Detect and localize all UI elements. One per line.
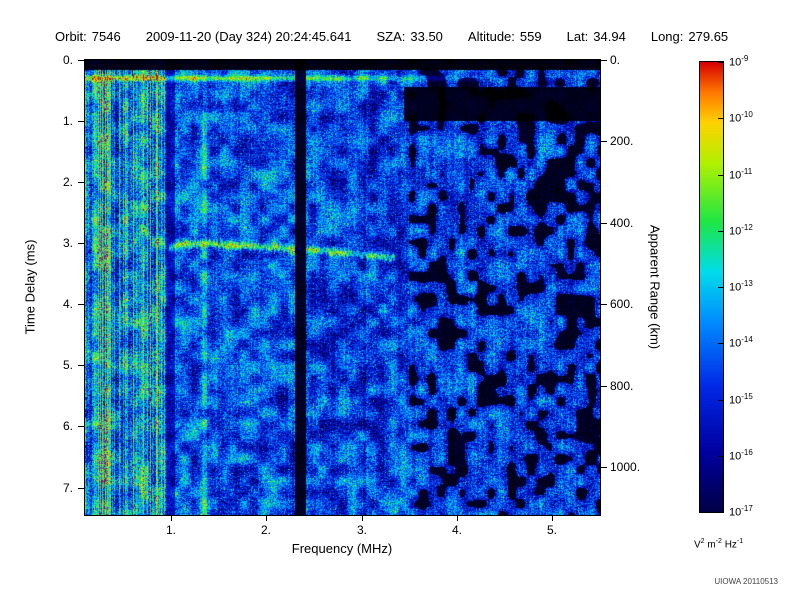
- spectrogram-plot: [84, 59, 601, 516]
- y-axis-tick-label: 1.: [62, 114, 73, 128]
- header-sza-value: 33.50: [410, 29, 443, 44]
- header-altitude: Altitude: 559: [468, 29, 542, 44]
- header-datetime: 2009-11-20 (Day 324) 20:24:45.641: [146, 29, 352, 44]
- y2-axis-tick: [600, 141, 607, 142]
- colorbar-tick-label: 10-12: [729, 223, 753, 238]
- header-orbit: Orbit: 7546: [55, 29, 121, 44]
- header-orbit-value: 7546: [91, 29, 121, 44]
- colorbar-tick-label: 10-14: [729, 335, 753, 350]
- colorbar-tick-label: 10-15: [729, 392, 753, 407]
- y2-axis-tick: [600, 304, 607, 305]
- colorbar-tick-label: 10-9: [729, 54, 749, 69]
- colorbar-tick-label: 10-10: [729, 110, 753, 125]
- y2-axis-tick-label: 200.: [610, 134, 634, 148]
- colorbar-tick-label: 10-16: [729, 448, 753, 463]
- header-datetime-value: 2009-11-20 (Day 324) 20:24:45.641: [145, 29, 352, 44]
- y2-axis-tick-label: 1000.: [610, 460, 641, 474]
- y-axis-tick-label: 3.: [62, 236, 73, 250]
- y2-axis-tick-label: 0.: [610, 53, 621, 67]
- y2-axis-tick: [600, 467, 607, 468]
- y-axis-tick-label: 5.: [62, 358, 73, 372]
- x-axis-tick-label: 2.: [260, 523, 271, 537]
- x-axis-tick-label: 5.: [546, 523, 557, 537]
- y-axis-tick-label: 0.: [62, 53, 73, 67]
- header-sza: SZA: 33.50: [376, 29, 442, 44]
- header-lat-label: Lat:: [566, 29, 589, 44]
- y2-axis-tick: [600, 386, 607, 387]
- colorbar-tick-label: 10-13: [729, 279, 753, 294]
- y-axis-tick-label: 2.: [62, 175, 73, 189]
- colorbar-tick-label: 10-11: [729, 167, 753, 182]
- header-orbit-label: Orbit:: [55, 29, 87, 44]
- y2-axis-tick-label: 800.: [610, 379, 634, 393]
- x-axis-tick-label: 1.: [165, 523, 176, 537]
- y-axis-tick-label: 6.: [62, 419, 73, 433]
- header-lat-value: 34.94: [593, 29, 626, 44]
- header-long-label: Long:: [650, 29, 684, 44]
- y2-axis-title: Apparent Range (km): [647, 224, 663, 350]
- header-long-value: 279.65: [688, 29, 729, 44]
- colorbar-unit-label: V2 m-2 Hz-1: [694, 538, 744, 551]
- y2-axis-tick: [600, 60, 607, 61]
- header-info: Orbit: 7546 2009-11-20 (Day 324) 20:24:45…: [55, 29, 780, 44]
- colorbar: [699, 61, 724, 513]
- header-sza-label: SZA:: [376, 29, 406, 44]
- colorbar-tick-label: 10-17: [729, 504, 753, 519]
- x-axis-title: Frequency (MHz): [291, 541, 393, 556]
- header-lat: Lat: 34.94: [567, 29, 626, 44]
- y2-axis-tick: [600, 223, 607, 224]
- x-axis-tick-label: 3.: [356, 523, 367, 537]
- credit-text: UIOWA 20110513: [714, 577, 778, 586]
- x-axis-tick-label: 4.: [451, 523, 462, 537]
- y-axis-tick-label: 4.: [62, 297, 73, 311]
- header-altitude-value: 559: [519, 29, 542, 44]
- header-long: Long: 279.65: [651, 29, 728, 44]
- header-altitude-label: Altitude:: [467, 29, 515, 44]
- y-axis-tick-label: 7.: [62, 481, 73, 495]
- y-axis-title: Time Delay (ms): [22, 239, 38, 335]
